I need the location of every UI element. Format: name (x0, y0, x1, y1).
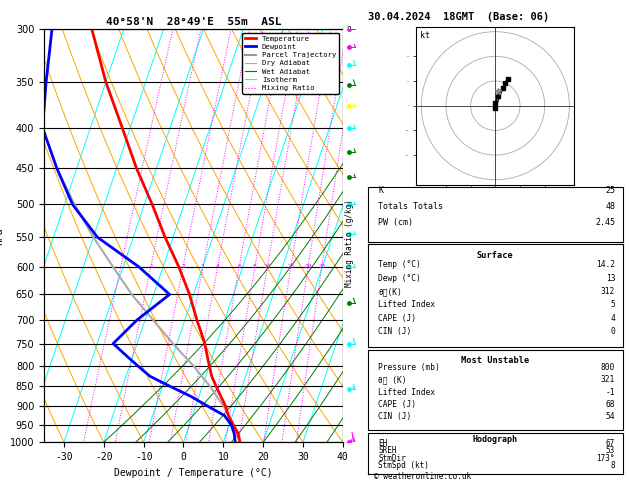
Text: 25: 25 (605, 187, 615, 195)
Text: EH: EH (378, 438, 387, 448)
Text: K: K (378, 187, 383, 195)
Title: 40°58'N  28°49'E  55m  ASL: 40°58'N 28°49'E 55m ASL (106, 17, 281, 27)
Text: 25: 25 (318, 264, 326, 270)
Text: 67: 67 (606, 438, 615, 448)
Text: 6: 6 (237, 264, 241, 270)
Text: θᴄ(K): θᴄ(K) (378, 287, 402, 296)
Text: SREH: SREH (378, 446, 397, 455)
Text: 15: 15 (287, 264, 294, 270)
Text: 10: 10 (264, 264, 271, 270)
Text: -1: -1 (606, 387, 615, 397)
Text: StmSpd (kt): StmSpd (kt) (378, 461, 429, 470)
Text: CAPE (J): CAPE (J) (378, 399, 416, 409)
Text: 8: 8 (253, 264, 257, 270)
Text: CIN (J): CIN (J) (378, 412, 411, 421)
Text: 13: 13 (606, 274, 615, 282)
Text: PW (cm): PW (cm) (378, 218, 413, 227)
Text: 53: 53 (606, 446, 615, 455)
Text: StmDir: StmDir (378, 453, 406, 463)
Text: 5: 5 (610, 300, 615, 309)
Text: CAPE (J): CAPE (J) (378, 313, 416, 323)
Text: Surface: Surface (477, 251, 514, 260)
Y-axis label: hPa: hPa (0, 227, 4, 244)
Text: 20: 20 (304, 264, 312, 270)
Text: 800: 800 (601, 363, 615, 372)
Text: 2.45: 2.45 (595, 218, 615, 227)
Text: 0: 0 (610, 327, 615, 336)
Text: Temp (°C): Temp (°C) (378, 260, 421, 269)
Text: Pressure (mb): Pressure (mb) (378, 363, 440, 372)
Text: Lifted Index: Lifted Index (378, 300, 435, 309)
Text: θᴄ (K): θᴄ (K) (378, 375, 407, 384)
Y-axis label: km
ASL: km ASL (370, 236, 385, 255)
Text: Lifted Index: Lifted Index (378, 387, 435, 397)
Text: CIN (J): CIN (J) (378, 327, 411, 336)
Text: 312: 312 (601, 287, 615, 296)
Text: Mixing Ratio (g/kg): Mixing Ratio (g/kg) (345, 199, 353, 287)
Text: 321: 321 (601, 375, 615, 384)
Text: 54: 54 (606, 412, 615, 421)
Text: 4: 4 (610, 313, 615, 323)
Legend: Temperature, Dewpoint, Parcel Trajectory, Dry Adiabat, Wet Adiabat, Isotherm, Mi: Temperature, Dewpoint, Parcel Trajectory… (242, 33, 339, 94)
Text: Totals Totals: Totals Totals (378, 202, 443, 211)
Text: Dewp (°C): Dewp (°C) (378, 274, 421, 282)
Text: 2: 2 (181, 264, 185, 270)
Text: 3: 3 (201, 264, 205, 270)
Text: 4: 4 (216, 264, 220, 270)
Text: 1: 1 (149, 264, 153, 270)
Text: kt: kt (420, 32, 430, 40)
Text: 173°: 173° (596, 453, 615, 463)
Text: Most Unstable: Most Unstable (461, 356, 530, 364)
Text: © weatheronline.co.uk: © weatheronline.co.uk (374, 472, 471, 481)
Text: 14.2: 14.2 (596, 260, 615, 269)
Text: 8: 8 (610, 461, 615, 470)
X-axis label: Dewpoint / Temperature (°C): Dewpoint / Temperature (°C) (114, 468, 273, 478)
Text: 68: 68 (606, 399, 615, 409)
Text: 48: 48 (605, 202, 615, 211)
Text: 30.04.2024  18GMT  (Base: 06): 30.04.2024 18GMT (Base: 06) (368, 12, 549, 22)
Text: Hodograph: Hodograph (473, 435, 518, 444)
